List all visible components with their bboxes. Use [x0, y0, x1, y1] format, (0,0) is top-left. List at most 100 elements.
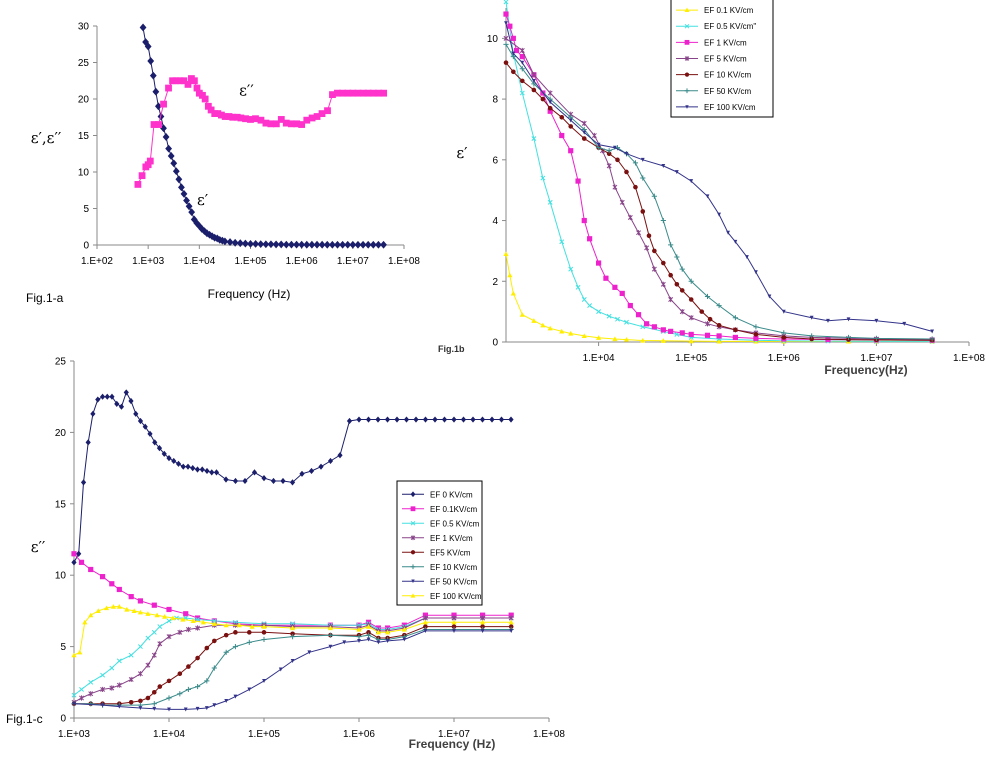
fig1c-series-point — [249, 624, 255, 629]
fig1c-series-point — [204, 645, 210, 651]
fig1a-series-point — [344, 240, 352, 249]
fig1b-series-point — [559, 239, 565, 245]
fig1a-series-point — [165, 144, 173, 153]
fig1b-series-point — [767, 294, 772, 299]
fig1c-legend-entry: EF5 KV/cm — [430, 548, 471, 557]
fig1c-series-point — [104, 393, 110, 400]
fig1b-series-point — [559, 328, 565, 334]
fig1b-series-point — [707, 316, 713, 322]
fig1b-series-point — [661, 163, 666, 168]
fig1b-legend-entry: EF 10 KV/cm — [704, 71, 751, 80]
fig1b-series-point — [660, 338, 666, 343]
fig1b-legend-marker — [684, 72, 690, 77]
fig1c-series-point — [109, 581, 115, 587]
fig1b-series-point — [640, 175, 646, 181]
fig1c-series-point — [95, 608, 101, 613]
fig1b-series-point — [575, 178, 581, 184]
fig1c-series-point — [103, 605, 110, 611]
fig1b-legend-entry: EF 100 KV/cm — [704, 103, 756, 112]
fig1b-series-point — [568, 124, 574, 129]
fig1a-series-point — [226, 238, 234, 246]
fig1c-series-point — [100, 672, 106, 678]
fig1b-series-point — [753, 332, 759, 337]
fig1a-series-point — [298, 121, 306, 128]
fig1c-x-tick-label: 1.E+05 — [248, 729, 280, 740]
fig1b-series-point — [624, 169, 629, 175]
fig1a-series-point — [380, 89, 388, 97]
fig1c-series-point — [151, 652, 157, 658]
fig1a-series-point — [172, 167, 180, 176]
fig1b-series-point — [603, 275, 609, 281]
fig1a-series-point — [375, 240, 382, 249]
fig1b-series-point — [503, 251, 509, 257]
fig1c-series-point — [152, 706, 157, 711]
fig1c-series-point — [452, 628, 456, 633]
fig1b-series-point — [845, 334, 852, 341]
fig1b-x-tick-label: 1.E+05 — [675, 353, 707, 364]
fig1c-series-point — [72, 701, 76, 706]
fig1b-series-point — [640, 157, 645, 162]
fig1a-series-point — [328, 240, 336, 249]
fig1c-series-point — [137, 644, 143, 650]
fig1c-series-point — [422, 612, 429, 618]
fig1c-series-point — [80, 479, 87, 486]
fig1c-series-point — [236, 622, 242, 628]
fig1c-series-point — [422, 619, 429, 625]
fig1b-series-point — [531, 136, 537, 142]
fig1b-series-point — [716, 338, 722, 344]
fig1a-series-point — [282, 119, 290, 127]
fig1c-series-point — [151, 701, 157, 707]
fig1c-series-point — [157, 641, 163, 647]
fig1c-series-point — [480, 624, 485, 629]
fig1c-series-point — [131, 608, 137, 613]
fig1a-series-point — [257, 240, 265, 249]
fig1a-series-point — [195, 222, 203, 230]
fig1b-series-point — [619, 199, 625, 205]
fig1b-y-tick-label: 10 — [487, 34, 499, 45]
fig1c-y-tick-label: 25 — [55, 357, 67, 368]
fig1a-x-axis-label: Frequency (Hz) — [208, 287, 291, 301]
fig1c-legend-entry: EF 0 KV/cm — [430, 490, 473, 499]
fig1c-series-point — [327, 632, 334, 638]
fig1c-series-point — [289, 625, 296, 631]
fig1a-series-point — [349, 89, 357, 97]
fig1a-series-point — [175, 175, 183, 184]
fig1b-series-point — [587, 236, 593, 242]
fig1b-y-tick-label: 0 — [492, 338, 498, 349]
fig1c-series-point — [137, 671, 143, 677]
fig1a-series-group — [134, 23, 388, 249]
fig1c-series-line — [73, 606, 512, 656]
fig1a-series-point — [369, 89, 377, 97]
fig1b-series-point — [632, 160, 639, 166]
fig1b-series-point — [591, 132, 597, 139]
fig1b-series-point — [661, 260, 666, 266]
fig1c-series-point — [88, 566, 94, 573]
fig1b-series-point — [507, 23, 513, 29]
fig1b-series-point — [732, 315, 738, 321]
fig1b-y-axis-label: ε′ — [456, 144, 468, 162]
fig1a-x-tick-label: 1.E+03 — [132, 256, 164, 267]
fig1c-series-point — [365, 632, 372, 638]
fig1b-legend-marker — [685, 105, 689, 109]
fig1b-series-point — [503, 41, 509, 48]
fig1c-series-point — [100, 686, 106, 693]
fig1b-series-point — [651, 193, 657, 199]
fig1a-y-tick-label: 0 — [83, 241, 89, 252]
fig1c-legend-entry: EF 100 KV/cm — [430, 592, 482, 601]
fig1b-series-point — [689, 179, 694, 184]
fig1c-series-point — [209, 469, 215, 476]
fig1a-series-point — [277, 240, 285, 249]
fig1c-series-point — [251, 469, 258, 476]
fig1c-series-point — [375, 625, 381, 631]
fig1a-x-tick-label: 1.E+08 — [388, 256, 420, 267]
fig1c-series-point — [147, 430, 153, 437]
fig1a-series-point — [167, 152, 175, 160]
fig1c-series-point — [171, 457, 177, 465]
fig1b-series-point — [612, 184, 618, 190]
fig1c-legend-entry: EF 1 KV/cm — [430, 534, 473, 543]
fig1a-series-point — [252, 115, 259, 123]
fig1c-series-point — [82, 619, 88, 625]
fig1b-series-point — [624, 151, 629, 156]
fig1c-series-point — [211, 618, 217, 624]
fig1b-series-point — [520, 60, 525, 65]
